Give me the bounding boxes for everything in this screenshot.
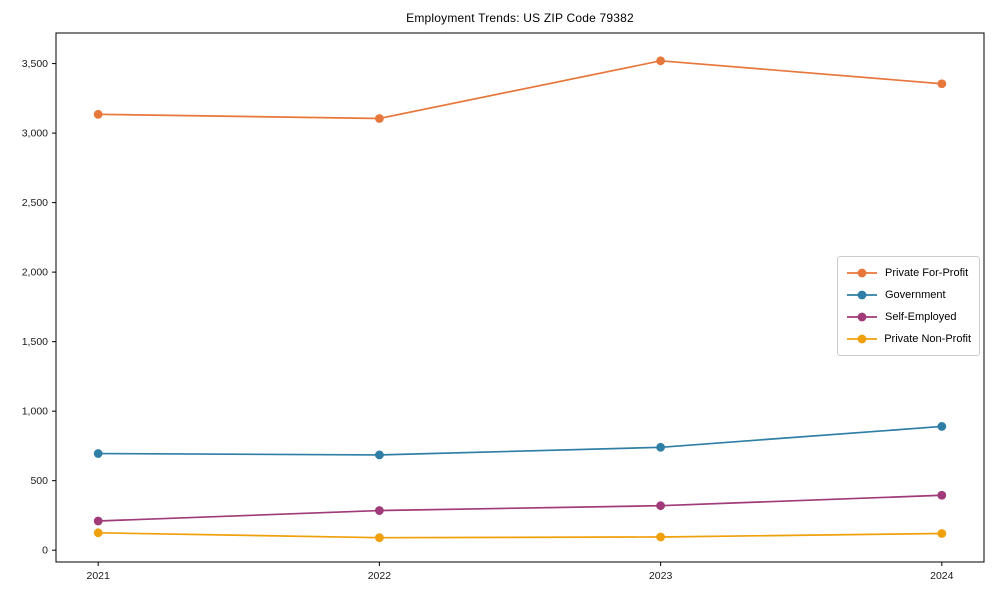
legend: Private For-Profit Government Self-Employe…: [837, 256, 980, 356]
legend-marker-icon: [847, 312, 877, 322]
legend-label: Private For-Profit: [885, 267, 969, 279]
data-point: [374, 533, 384, 543]
y-tick-label: 2,000: [22, 267, 48, 279]
legend-item: Self-Employed: [846, 306, 971, 328]
data-point: [656, 532, 666, 542]
chart-title: Employment Trends: US ZIP Code 79382: [406, 11, 634, 25]
y-tick-label: 2,500: [22, 197, 48, 209]
legend-label: Government: [885, 289, 946, 301]
y-tick-label: 500: [30, 475, 48, 487]
legend-item: Private For-Profit: [846, 262, 971, 284]
series-line-private-for-profit: [98, 59, 942, 120]
data-point: [93, 516, 103, 526]
data-point: [93, 528, 103, 538]
y-tick-label: 0: [42, 545, 48, 557]
legend-label: Self-Employed: [885, 311, 957, 323]
data-point: [656, 56, 666, 66]
x-tick-label: 2021: [87, 570, 111, 582]
legend-item: Private Non-Profit: [846, 328, 971, 350]
data-point: [937, 79, 947, 89]
y-tick-label: 1,500: [22, 336, 48, 348]
plot-border: [55, 32, 985, 563]
data-point: [937, 529, 947, 538]
data-point: [93, 109, 103, 119]
legend-marker-icon: [847, 268, 877, 278]
data-point: [374, 450, 384, 460]
legend-marker-icon: [847, 334, 877, 344]
data-point: [937, 422, 947, 431]
x-tick-label: 2023: [649, 570, 673, 582]
y-tick-label: 3,500: [22, 58, 48, 70]
y-tick-label: 1,000: [22, 406, 48, 418]
data-point: [937, 490, 947, 500]
legend-marker-icon: [847, 290, 877, 300]
data-point: [93, 449, 103, 458]
data-point: [374, 506, 384, 515]
series-line-government: [98, 425, 942, 456]
data-point: [656, 501, 666, 511]
series-line-self-employed: [98, 494, 942, 522]
x-tick-label: 2024: [930, 570, 954, 582]
legend-item: Government: [846, 284, 971, 306]
legend-label: Private Non-Profit: [884, 333, 971, 345]
y-tick-label: 3,000: [22, 128, 48, 140]
series-line-private-non-profit: [98, 531, 942, 539]
data-point: [656, 442, 666, 452]
data-point: [374, 114, 384, 123]
x-tick-label: 2022: [368, 570, 392, 582]
